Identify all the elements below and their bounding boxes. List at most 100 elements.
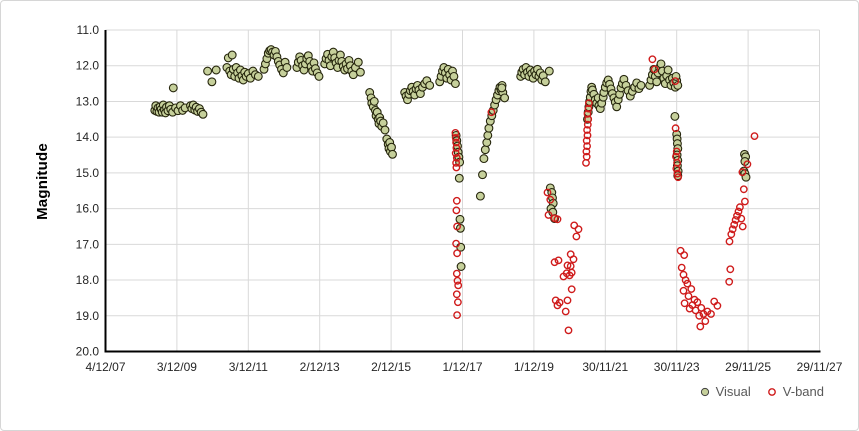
- visual-data-point: [314, 71, 324, 81]
- vband-data-point: [572, 232, 581, 241]
- visual-data-point: [253, 71, 263, 81]
- vband-data-point: [451, 133, 460, 142]
- vband-data-point: [734, 207, 743, 216]
- visual-data-point: [387, 142, 396, 152]
- vband-data-point: [570, 221, 579, 230]
- vband-data-point: [583, 120, 592, 129]
- vband-data-point: [725, 237, 734, 246]
- visual-data-point: [211, 65, 221, 75]
- vband-data-point: [452, 158, 460, 167]
- visual-data-point: [652, 77, 662, 87]
- visual-data-point: [479, 154, 489, 164]
- vband-data-point: [672, 147, 681, 156]
- visual-data-point: [497, 83, 507, 93]
- y-tick-label: 18.0: [76, 273, 100, 287]
- vband-data-point: [582, 147, 591, 156]
- x-tick-label: 4/12/07: [85, 360, 125, 374]
- visual-data-point: [282, 63, 292, 72]
- visual-data-point: [203, 66, 213, 76]
- visual-data-point: [612, 102, 622, 112]
- vband-data-point: [582, 158, 590, 167]
- visual-data-point: [483, 130, 493, 140]
- y-axis-tick-labels: 11.0 12.0 13.0 14.0 15.0 16.0 17.0 18.0 19.0 20.0: [76, 23, 100, 359]
- series-visual: [150, 45, 751, 271]
- vband-data-point: [583, 131, 592, 140]
- visual-data-point: [450, 79, 460, 89]
- vband-data-point: [553, 215, 562, 224]
- visual-data-point: [475, 191, 485, 201]
- visual-data-point: [544, 66, 554, 76]
- vband-data-point: [452, 290, 461, 299]
- vband-data-point: [452, 163, 461, 172]
- vband-data-point: [453, 249, 461, 258]
- visual-data-point: [168, 83, 178, 93]
- vband-data-point: [672, 164, 681, 173]
- vband-data-point: [696, 322, 705, 331]
- x-tick-label: 3/12/11: [229, 360, 268, 374]
- vband-data-point: [680, 251, 689, 260]
- visual-data-point: [741, 172, 751, 182]
- series-vband: [451, 55, 759, 335]
- vband-data-point: [701, 317, 710, 325]
- visual-data-point: [449, 71, 459, 81]
- visual-data-point: [207, 77, 217, 87]
- visual-data-point: [478, 170, 487, 180]
- vband-data-point: [567, 285, 576, 294]
- vband-data-point: [677, 263, 686, 272]
- visual-data-point: [480, 145, 490, 155]
- vband-data-point: [561, 307, 570, 316]
- vband-data-point: [726, 265, 735, 274]
- x-tick-label: 30/11/21: [582, 360, 628, 374]
- vband-data-point: [554, 256, 563, 265]
- vband-data-point: [453, 311, 461, 319]
- vband-marker-icon: [767, 387, 776, 396]
- x-tick-label: 2/12/15: [371, 360, 411, 374]
- x-axis-tick-labels: 4/12/07 3/12/09 3/12/11 2/12/13 2/12/15 1/12/…: [85, 360, 842, 374]
- vband-data-point: [583, 126, 591, 134]
- legend-label-visual: Visual: [715, 384, 751, 399]
- vband-data-point: [564, 326, 573, 335]
- y-tick-label: 14.0: [76, 130, 100, 144]
- vband-data-point: [574, 225, 583, 234]
- vband-data-point: [453, 276, 462, 285]
- visual-data-point: [540, 77, 550, 87]
- y-tick-label: 12.0: [76, 59, 100, 73]
- vband-data-point: [583, 110, 592, 118]
- y-tick-label: 13.0: [76, 94, 100, 108]
- vband-data-point: [543, 188, 552, 197]
- vband-data-point: [582, 152, 591, 161]
- vband-data-point: [671, 77, 680, 86]
- vband-data-point: [452, 206, 461, 215]
- visual-data-point: [227, 50, 237, 60]
- vband-data-point: [452, 143, 461, 152]
- vband-data-point: [452, 269, 461, 278]
- vband-data-point: [728, 225, 737, 234]
- vband-data-point: [693, 298, 702, 307]
- visual-data-point: [198, 109, 208, 119]
- vband-data-point: [674, 173, 682, 182]
- y-tick-label: 17.0: [76, 237, 100, 251]
- vband-data-point: [584, 104, 593, 113]
- visual-data-point: [500, 93, 510, 103]
- visual-data-point: [656, 59, 666, 69]
- x-tick-label: 30/11/23: [654, 360, 700, 374]
- vband-data-point: [725, 277, 734, 286]
- visual-data-point: [355, 67, 365, 77]
- vband-data-point: [544, 211, 553, 219]
- visual-data-point: [455, 214, 465, 224]
- vband-data-point: [452, 153, 461, 162]
- vband-data-point: [727, 230, 736, 239]
- visual-data-point: [380, 125, 390, 135]
- vband-data-point: [680, 299, 689, 308]
- visual-data-point: [636, 80, 646, 90]
- vband-data-point: [584, 115, 593, 124]
- vband-data-point: [569, 255, 578, 264]
- vband-data-point: [551, 296, 560, 305]
- legend-label-vband: V-band: [782, 384, 824, 399]
- vband-data-point: [487, 108, 496, 117]
- vband-data-point: [650, 65, 659, 74]
- y-axis-title: Magnitude: [33, 142, 51, 220]
- visual-data-point: [388, 149, 397, 159]
- vband-data-point: [582, 136, 591, 145]
